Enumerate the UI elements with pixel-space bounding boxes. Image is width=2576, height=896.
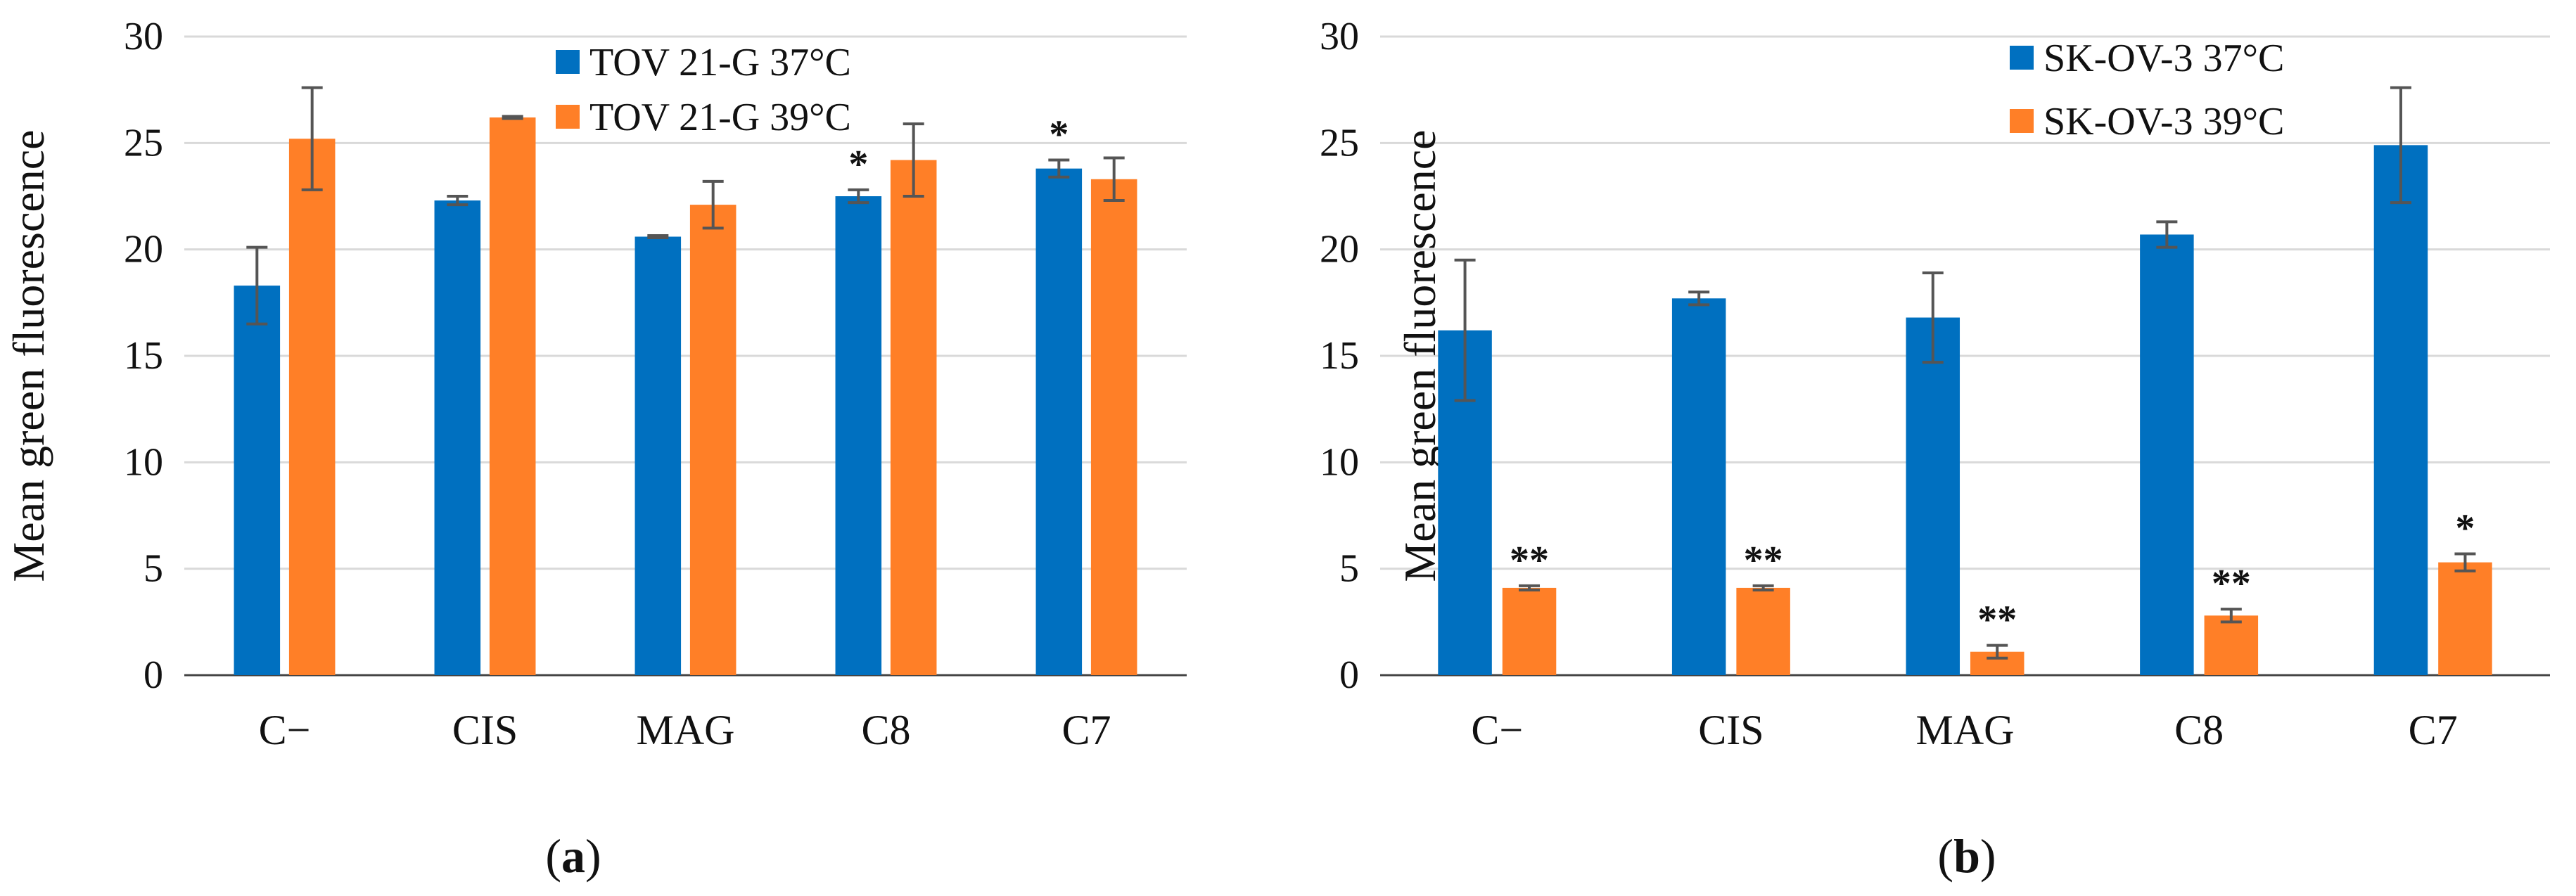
bar-series2 (288, 139, 336, 675)
panel-label-b: (b) (1937, 829, 1996, 883)
error-bar (903, 122, 924, 198)
y-tick-label: 5 (1339, 547, 1359, 591)
bar-series2 (489, 117, 536, 676)
category-label: MAG (1915, 707, 2014, 753)
bar-series2 (1736, 587, 1790, 675)
legend-label: TOV 21-G 39°C (589, 96, 851, 139)
error-bar (1103, 156, 1125, 203)
error-bar (702, 179, 724, 230)
bar-series2 (1502, 587, 1557, 675)
y-tick-label: 0 (1339, 653, 1359, 697)
significance-marker: ** (1510, 539, 1549, 582)
y-tick-label: 15 (1320, 334, 1359, 378)
category-label: MAG (636, 707, 734, 753)
bar-series1 (635, 236, 682, 675)
legend-item-2: TOV 21-G 39°C (556, 96, 851, 139)
significance-marker: ** (1744, 539, 1783, 582)
bar-series2 (1090, 179, 1137, 675)
error-bar (447, 195, 468, 207)
bar-series1 (1906, 317, 1960, 675)
bar-series2 (890, 160, 937, 676)
significance-marker: ** (1977, 599, 2017, 642)
bar-series1 (1671, 298, 1726, 675)
error-bar (2156, 220, 2178, 249)
bar-series2 (2438, 562, 2492, 675)
legend-swatch (2010, 46, 2034, 70)
error-bar (647, 233, 669, 240)
bar-series1 (434, 200, 481, 675)
bar-series1 (2140, 234, 2194, 676)
error-bar (848, 188, 869, 205)
category-label: C8 (861, 707, 910, 753)
y-axis-label: Mean green fluorescence (4, 129, 53, 582)
error-bar (1048, 158, 1070, 179)
y-tick-label: 25 (1320, 121, 1359, 165)
error-bar (502, 115, 523, 120)
legend-label: TOV 21-G 37°C (589, 41, 851, 84)
significance-marker: ** (2212, 562, 2251, 606)
legend-item-1: SK-OV-3 37°C (2010, 37, 2284, 80)
legend-label: SK-OV-3 39°C (2043, 100, 2284, 143)
bar-series1 (835, 196, 882, 675)
y-tick-label: 20 (124, 228, 163, 271)
error-bar (1454, 258, 1476, 402)
error-bar (2390, 86, 2411, 205)
legend-swatch (556, 105, 580, 129)
y-tick-label: 10 (1320, 440, 1359, 484)
error-bar (1752, 584, 1774, 591)
error-bar (246, 245, 268, 326)
error-bar (1688, 290, 1710, 307)
error-bar (2220, 608, 2242, 624)
bar-series1 (1035, 168, 1083, 676)
legend-swatch (556, 50, 580, 74)
chart-panel-b: 0 5 10 15 20 25 30 Mean green fluorescence ** C− *… (1320, 15, 2550, 753)
significance-marker: * (2455, 506, 2475, 550)
category-label: C7 (1061, 707, 1111, 753)
y-tick-label: 10 (124, 440, 163, 484)
category-label: C− (259, 707, 311, 753)
legend-label: SK-OV-3 37°C (2043, 37, 2284, 80)
y-tick-label: 15 (124, 334, 163, 378)
category-label: C8 (2174, 707, 2224, 753)
error-bar (1922, 271, 1944, 364)
chart-panel-a: 0 5 10 15 20 25 30 Mean green fluorescence C− CIS… (4, 15, 1187, 753)
panel-label-a: (a) (545, 829, 601, 883)
y-tick-label: 20 (1320, 228, 1359, 271)
bar-series2 (2204, 615, 2259, 675)
error-bar (2454, 552, 2476, 572)
y-tick-label: 0 (144, 653, 163, 697)
bar-series2 (689, 205, 737, 675)
category-label: CIS (1698, 707, 1764, 753)
y-tick-label: 30 (124, 15, 163, 58)
bar-series1 (234, 286, 281, 675)
error-bar (1519, 584, 1541, 591)
y-tick-label: 30 (1320, 15, 1359, 58)
significance-marker: * (848, 143, 868, 186)
category-label: C7 (2409, 707, 2458, 753)
error-bar (301, 86, 323, 191)
category-label: C− (1471, 707, 1523, 753)
legend-item-1: TOV 21-G 37°C (556, 41, 851, 84)
error-bar (1987, 644, 2008, 660)
legend-item-2: SK-OV-3 39°C (2010, 100, 2284, 143)
significance-marker: * (1049, 113, 1069, 157)
category-label: CIS (452, 707, 518, 753)
bar-series1 (2373, 145, 2428, 676)
y-tick-label: 25 (124, 121, 163, 165)
legend-swatch (2010, 109, 2034, 133)
y-tick-label: 5 (144, 547, 163, 591)
y-axis-label: Mean green fluorescence (1395, 129, 1445, 582)
